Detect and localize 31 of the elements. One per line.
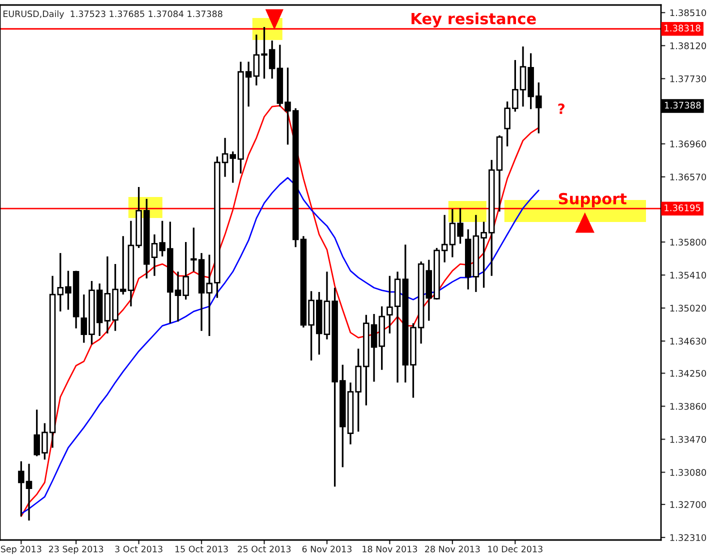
x-tick-label: 6 Nov 2013 — [302, 546, 352, 552]
y-tick-label: 1.36960 — [670, 140, 706, 148]
y-tick-label: 1.35020 — [670, 304, 706, 312]
y-tick-label: 1.35410 — [670, 272, 706, 279]
x-tick-label: Sep 2013 — [0, 546, 42, 554]
x-tick-label: 10 Dec 2013 — [488, 546, 542, 552]
y-tick-label: 1.33470 — [670, 436, 706, 443]
x-tick-label: 15 Oct 2013 — [175, 546, 228, 552]
x-tick-label: 3 Oct 2013 — [115, 546, 162, 552]
y-tick-label: 1.34630 — [670, 338, 706, 345]
ref-line-label: 1.38318 — [664, 24, 700, 32]
y-tick-label: 1.38510 — [670, 9, 706, 16]
x-tick-label: 23 Sep 2013 — [48, 546, 104, 554]
y-tick-label: 1.36570 — [670, 174, 706, 180]
text: ? — [558, 104, 565, 114]
x-tick-label: 18 Nov 2013 — [362, 546, 418, 552]
text: EURUSD,Daily 1.37523 1.37685 1.37084 1.37388 — [4, 10, 222, 19]
x-tick-label: 25 Oct 2013 — [238, 546, 291, 552]
y-tick-label: 1.34250 — [670, 370, 706, 377]
y-tick-label: 1.32700 — [670, 501, 706, 508]
y-tick-label: 1.32310 — [670, 534, 706, 542]
y-tick-label: 1.35800 — [670, 238, 706, 246]
y-tick-label: 1.37730 — [670, 75, 706, 82]
x-tick-label: 28 Nov 2013 — [425, 546, 480, 552]
y-tick-label: 1.33080 — [670, 469, 706, 476]
y-tick-label: 1.38120 — [670, 42, 706, 50]
line-series — [20, 176, 540, 514]
text: 1.37388 — [664, 102, 701, 109]
annotation: Key resistance — [412, 12, 536, 28]
y-tick-label: 1.33860 — [670, 402, 706, 410]
ref-line-label: 1.36195 — [664, 204, 700, 212]
